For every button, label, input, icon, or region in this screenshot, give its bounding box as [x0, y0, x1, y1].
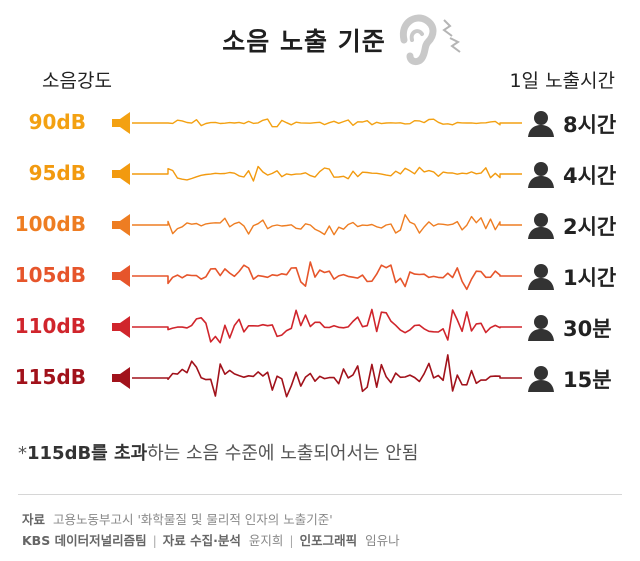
credits-line: KBS 데이터저널리즘팀 | 자료 수집·분석 윤지희 | 인포그래픽 임유나 [22, 533, 400, 548]
source-text: 고용노동부고시 '화학물질 및 물리적 인자의 노출기준' [52, 512, 333, 527]
page-title: 소음 노출 기준 [0, 22, 640, 58]
noise-level-label: 100dB [14, 212, 86, 236]
sound-wave [132, 213, 522, 236]
credits-collect-name: 윤지희 [248, 533, 284, 548]
credits-graphic-label: 인포그래픽 [299, 533, 358, 548]
title-text: 소음 노출 기준 [222, 27, 386, 56]
sound-wave [132, 261, 522, 291]
person-icon [528, 315, 554, 341]
sound-wave [132, 354, 522, 398]
noise-level-label: 110dB [14, 314, 86, 338]
speaker-icon [112, 112, 130, 134]
sound-wave [132, 308, 522, 344]
exposure-duration-label: 2시간 [563, 215, 617, 239]
ear-icon [399, 14, 461, 66]
footnote-bold: 115dB를 초과 [27, 443, 148, 464]
credits-collect-label: 자료 수집·분석 [162, 533, 241, 548]
person-icon [528, 213, 554, 239]
exposure-duration-label: 8시간 [563, 113, 617, 137]
person-icon [528, 162, 554, 188]
noise-level-label: 95dB [28, 161, 86, 185]
person-icon [528, 366, 554, 392]
divider [18, 494, 622, 495]
sound-wave [132, 118, 522, 128]
exposure-duration-label: 15분 [563, 368, 612, 392]
source-line: 자료 고용노동부고시 '화학물질 및 물리적 인자의 노출기준' [22, 509, 333, 528]
exposure-duration-label: 1시간 [563, 266, 617, 290]
footnote: *115dB를 초과하는 소음 수준에 노출되어서는 안됨 [18, 439, 418, 465]
speaker-icon [112, 214, 130, 236]
noise-level-label: 115dB [14, 365, 86, 389]
person-icon [528, 264, 554, 290]
footnote-mark: * [18, 443, 27, 464]
column-header-intensity: 소음강도 [42, 70, 112, 92]
credits-graphic-name: 임유나 [365, 533, 400, 548]
person-icon [528, 111, 554, 137]
source-label: 자료 [22, 512, 46, 527]
column-header-exposure-time: 1일 노출시간 [509, 70, 615, 92]
speaker-icon [112, 265, 130, 287]
noise-level-label: 105dB [14, 263, 86, 287]
footnote-text: 하는 소음 수준에 노출되어서는 안됨 [147, 443, 419, 464]
sound-wave [132, 165, 522, 182]
speaker-icon [112, 163, 130, 185]
speaker-icon [112, 367, 130, 389]
speaker-icon [112, 316, 130, 338]
exposure-duration-label: 30분 [563, 317, 612, 341]
exposure-duration-label: 4시간 [563, 164, 617, 188]
credits-org: KBS 데이터저널리즘팀 [22, 533, 147, 548]
noise-level-label: 90dB [28, 110, 86, 134]
